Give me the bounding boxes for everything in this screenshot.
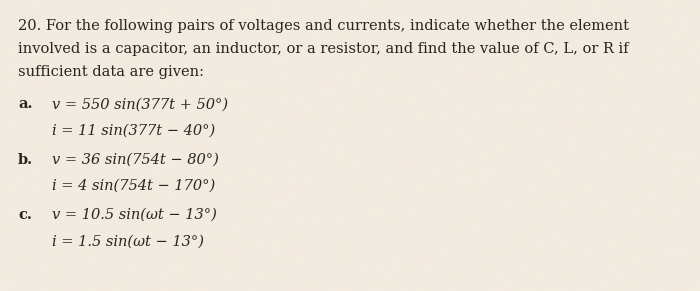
Text: c.: c. <box>18 208 32 222</box>
Text: v = 36 sin(754t − 80°): v = 36 sin(754t − 80°) <box>52 153 219 167</box>
Text: involved is a capacitor, an inductor, or a resistor, and find the value of C, L,: involved is a capacitor, an inductor, or… <box>18 42 629 56</box>
Text: i = 1.5 sin(ωt − 13°): i = 1.5 sin(ωt − 13°) <box>52 234 204 248</box>
Text: sufficient data are given:: sufficient data are given: <box>18 65 204 79</box>
Text: 20. For the following pairs of voltages and currents, indicate whether the eleme: 20. For the following pairs of voltages … <box>18 19 629 33</box>
Text: a.: a. <box>18 97 33 111</box>
Text: i = 11 sin(377t − 40°): i = 11 sin(377t − 40°) <box>52 124 216 138</box>
Text: i = 4 sin(754t − 170°): i = 4 sin(754t − 170°) <box>52 179 216 193</box>
Text: v = 550 sin(377t + 50°): v = 550 sin(377t + 50°) <box>52 97 229 111</box>
Text: b.: b. <box>18 153 34 167</box>
Text: v = 10.5 sin(ωt − 13°): v = 10.5 sin(ωt − 13°) <box>52 208 218 222</box>
